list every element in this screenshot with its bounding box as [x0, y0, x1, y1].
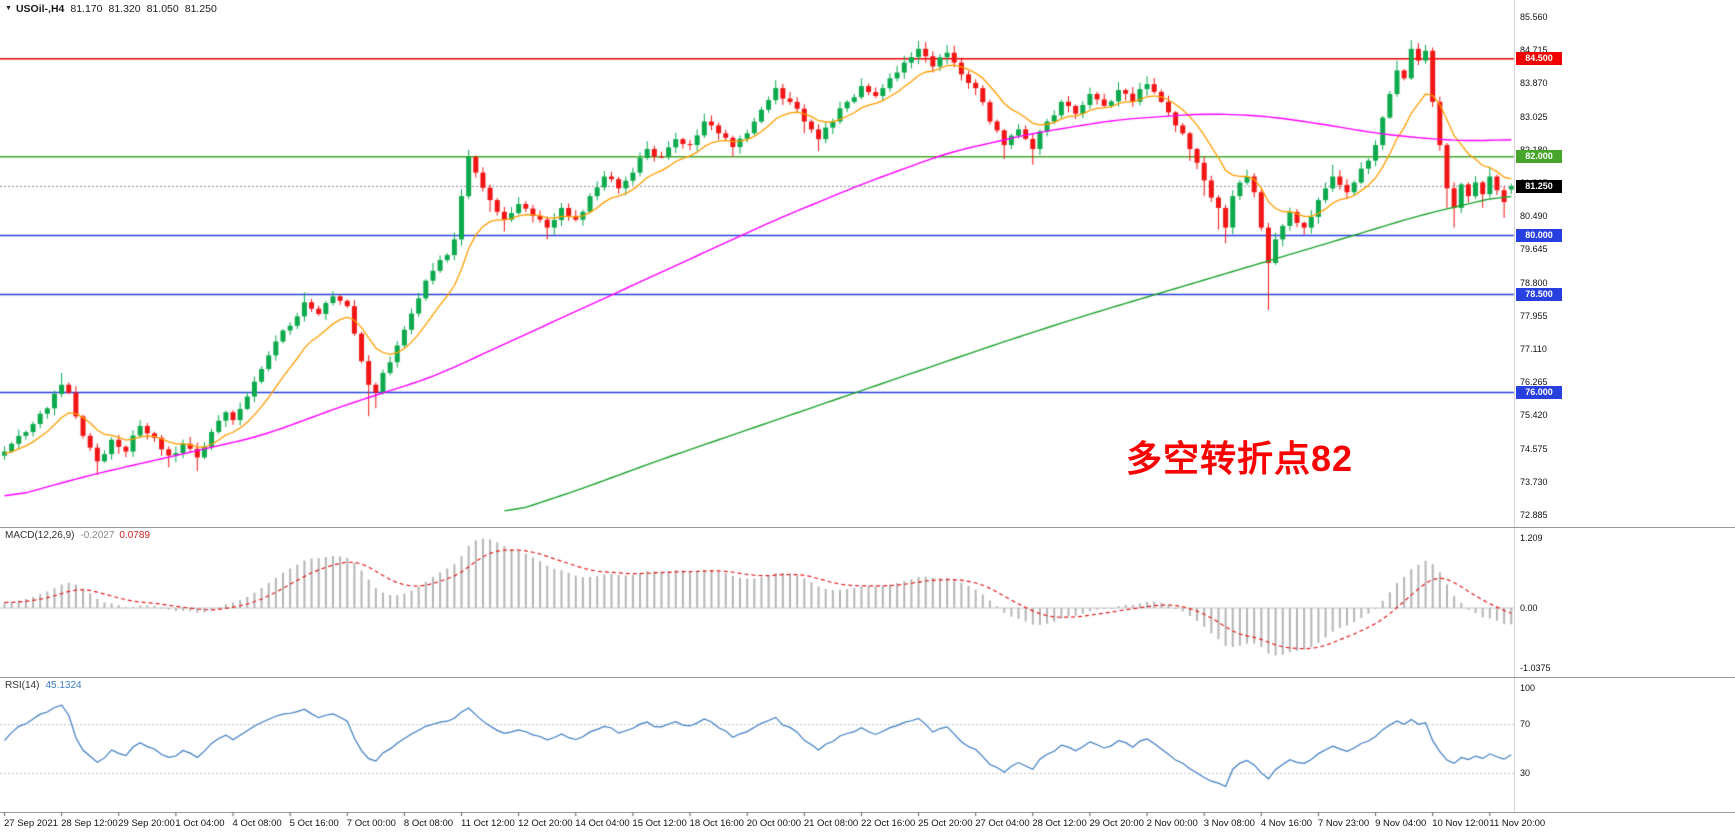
time-axis-label: 7 Oct 00:00 — [346, 818, 396, 829]
panel-separator-rsi-timeaxis[interactable] — [0, 812, 1735, 813]
time-axis-label: 27 Sep 2021 — [4, 818, 58, 829]
time-axis-label: 7 Nov 23:00 — [1317, 818, 1370, 829]
time-axis-label: 27 Oct 04:00 — [975, 818, 1030, 829]
price-scale-label: 83.025 — [1520, 111, 1548, 122]
symbol-dropdown-icon[interactable]: ▼ — [5, 5, 12, 12]
time-axis-label: 1 Oct 04:00 — [175, 818, 225, 829]
price-scale-label: 80.490 — [1520, 211, 1548, 222]
time-axis-label: 4 Nov 16:00 — [1260, 818, 1313, 829]
price-scale-label: 82.180 — [1520, 145, 1548, 155]
rsi-scale-30: 30 — [1520, 768, 1531, 778]
time-axis-label: 5 Oct 16:00 — [289, 818, 339, 829]
price-scale-border — [1514, 0, 1515, 812]
time-axis-label: 29 Sep 20:00 — [118, 818, 175, 829]
open-value: 81.170 — [70, 3, 103, 15]
price-scale-label: 72.885 — [1520, 510, 1548, 520]
price-scale-label: 77.110 — [1520, 344, 1547, 354]
time-axis-label: 11 Nov 20:00 — [1489, 818, 1546, 829]
price-scale-label: 75.420 — [1520, 410, 1548, 421]
high-value: 81.320 — [108, 3, 141, 15]
time-axis-label: 22 Oct 16:00 — [860, 818, 916, 829]
current-price-badge: 81.250 — [1516, 179, 1562, 193]
close-value: 81.250 — [184, 3, 217, 15]
symbol-timeframe-label: USOil-,H4 — [15, 3, 65, 15]
rsi-scale-100: 100 — [1520, 683, 1536, 693]
time-axis-label: 3 Nov 08:00 — [1203, 818, 1255, 829]
price-scale-label: 85.560 — [1520, 12, 1548, 22]
price-scale-label: 83.870 — [1520, 78, 1548, 89]
time-axis-label: 11 Oct 12:00 — [461, 818, 515, 829]
price-scale-label: 76.265 — [1520, 377, 1548, 388]
price-level-badge: 76.000 — [1516, 386, 1562, 400]
time-axis-label: 28 Oct 12:00 — [1032, 818, 1087, 829]
price-scale-label: 74.575 — [1520, 443, 1548, 454]
rsi-name: RSI(14) — [5, 680, 40, 691]
macd-scale-min: -1.0375 — [1520, 663, 1551, 673]
price-level-badge: 80.000 — [1516, 228, 1562, 242]
time-axis-label: 10 Nov 12:00 — [1432, 818, 1489, 829]
price-scale-label: 78.800 — [1520, 277, 1548, 288]
time-axis-label: 29 Oct 20:00 — [1089, 818, 1144, 829]
price-level-badge: 84.500 — [1516, 52, 1562, 66]
time-axis-label: 28 Sep 12:00 — [61, 818, 118, 829]
macd-signal-value: 0.0789 — [119, 530, 150, 541]
macd-name: MACD(12,26,9) — [5, 530, 75, 541]
chart-ohlc-header: ▼ USOil-,H4 81.170 81.320 81.050 81.250 — [5, 3, 217, 15]
time-axis-label: 25 Oct 20:00 — [918, 818, 973, 829]
time-axis-label: 18 Oct 16:00 — [689, 818, 744, 829]
low-value: 81.050 — [146, 3, 179, 15]
rsi-scale-70: 70 — [1520, 719, 1531, 729]
rsi-indicator-label: RSI(14) 45.1324 — [5, 680, 82, 691]
macd-scale-zero: 0.00 — [1520, 603, 1538, 613]
price-level-badge: 78.500 — [1516, 287, 1562, 301]
price-scale-label: 79.645 — [1520, 244, 1548, 255]
time-axis-label: 9 Nov 04:00 — [1375, 818, 1427, 829]
panel-separator-macd-rsi[interactable] — [0, 677, 1735, 678]
macd-indicator-label: MACD(12,26,9) -0.2027 0.0789 — [5, 530, 150, 541]
rsi-value: 45.1324 — [45, 680, 82, 691]
price-scale-label: 77.955 — [1520, 310, 1548, 321]
time-axis-label: 8 Oct 08:00 — [403, 818, 454, 829]
time-axis-label: 12 Oct 20:00 — [518, 818, 573, 829]
price-scale-label: 84.715 — [1520, 45, 1548, 56]
time-axis-label: 20 Oct 00:00 — [746, 818, 802, 829]
time-axis-label: 15 Oct 12:00 — [632, 818, 687, 829]
time-axis-label: 21 Oct 08:00 — [803, 818, 859, 829]
time-axis-label: 2 Nov 00:00 — [1146, 818, 1198, 829]
panel-separator-main-macd[interactable] — [0, 527, 1735, 528]
time-axis-label: 14 Oct 04:00 — [575, 818, 630, 829]
macd-scale-max: 1.209 — [1520, 533, 1543, 543]
macd-main-value: -0.2027 — [80, 530, 115, 541]
price-scale-label: 73.730 — [1520, 476, 1548, 487]
time-axis-label: 4 Oct 08:00 — [232, 818, 282, 829]
price-level-badge: 82.000 — [1516, 150, 1562, 164]
chart-annotation-text[interactable]: 多空转折点82 — [1126, 438, 1354, 479]
